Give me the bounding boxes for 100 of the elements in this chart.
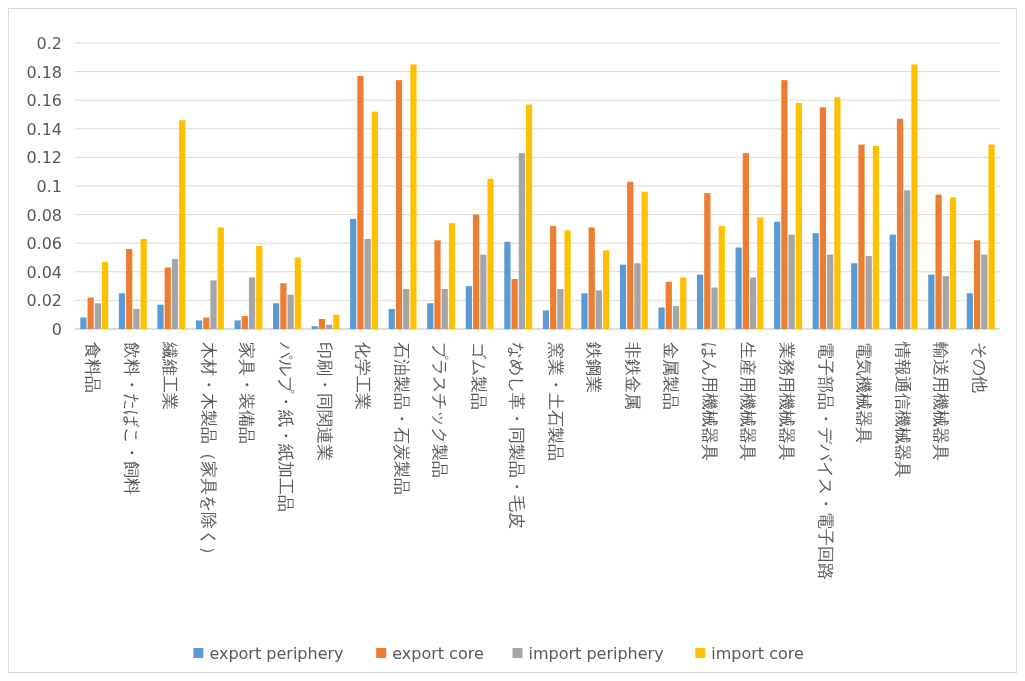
y-tick-label: 0.1 [36,177,62,196]
bar [696,274,704,329]
bar [981,254,988,329]
bar [711,287,718,329]
bar [195,320,203,329]
bar [735,247,742,329]
x-tick-label: 飲料・たばこ・飼料 [121,342,142,495]
bar [333,314,340,329]
bar [287,294,294,329]
bar [480,254,487,329]
x-tick-label: 印刷・同関連業 [314,342,335,461]
bar [395,80,403,329]
x-tick-label: 輸送用機械器具 [931,342,952,461]
bar [318,318,326,329]
bar [672,306,680,329]
x-tick-label: 石油製品・石炭製品 [391,342,412,495]
bar [889,234,896,329]
bar [403,288,410,329]
x-tick-label: 電子部品・デバイス・電子回路 [815,342,836,580]
y-tick-label: 0.08 [26,205,62,225]
bar [588,227,595,329]
bar [280,283,287,329]
legend-label: export periphery [209,644,344,663]
bar [217,227,224,329]
y-tick-label: 0.12 [26,148,62,168]
bar [865,256,872,329]
bar [988,144,995,329]
bar [94,303,101,329]
x-tick-label: 繊維工業 [160,341,181,410]
bar [371,111,379,329]
bar [966,293,973,329]
bar [795,103,802,329]
bar [550,226,557,329]
bar [827,254,834,329]
bar [851,263,858,329]
bar [448,223,456,329]
x-tick-label: 生産用機械器具 [738,342,759,461]
bar [812,233,819,329]
bar [819,107,827,329]
bar [157,304,164,329]
bar [788,234,795,329]
bar [781,80,788,329]
y-tick-label: 0.14 [26,119,62,139]
bar [718,226,725,329]
bar [441,288,448,329]
bar [203,317,210,329]
bar [311,326,318,329]
bar [140,238,147,329]
bar [557,288,564,329]
bar [680,277,687,329]
bar [126,248,133,329]
bar [942,276,949,329]
bar [511,278,518,329]
bar [858,144,865,329]
x-tick-label: はん用機械器具 [699,342,720,461]
bar [603,250,610,329]
bar [164,267,171,329]
bar [465,286,472,329]
x-tick-label: 木材・木製品（家具を除く） [198,342,219,563]
bar [273,303,280,329]
x-tick-label: その他 [969,342,990,393]
bar [294,257,301,329]
bar [518,153,525,329]
bar [118,293,126,329]
bar [357,75,364,329]
bar [581,293,588,329]
bar [234,320,241,329]
bar [179,120,186,329]
bar [210,280,217,329]
bar [472,214,480,329]
x-tick-label: 業務用機械器具 [777,342,798,461]
bar [241,316,248,329]
y-tick-label: 0.2 [36,34,62,53]
bar [742,153,749,329]
x-tick-label: 窯業・土石製品 [545,342,566,461]
y-tick-label: 0.16 [26,91,62,111]
x-tick-label: 家具・装備品 [237,342,258,444]
bar [911,64,918,329]
bar [434,240,441,329]
bar [487,178,494,329]
bar [388,308,395,329]
bar [834,97,841,329]
bar [133,308,140,329]
bar [171,258,179,329]
bar [595,290,603,329]
y-tick-label: 0.02 [26,291,62,311]
bar [427,303,434,329]
bar [641,191,648,329]
bar [350,218,357,329]
bar [87,297,94,329]
bar [774,221,781,329]
x-tick-label: パルプ・紙・紙加工品 [275,341,296,512]
x-tick-label: 電気機械器具 [854,342,875,444]
bar [872,145,880,329]
legend-label: import core [711,644,804,663]
bar [80,317,87,329]
legend-label: import periphery [528,644,664,663]
bar [904,190,911,329]
bar [102,261,109,329]
bar [627,181,634,329]
